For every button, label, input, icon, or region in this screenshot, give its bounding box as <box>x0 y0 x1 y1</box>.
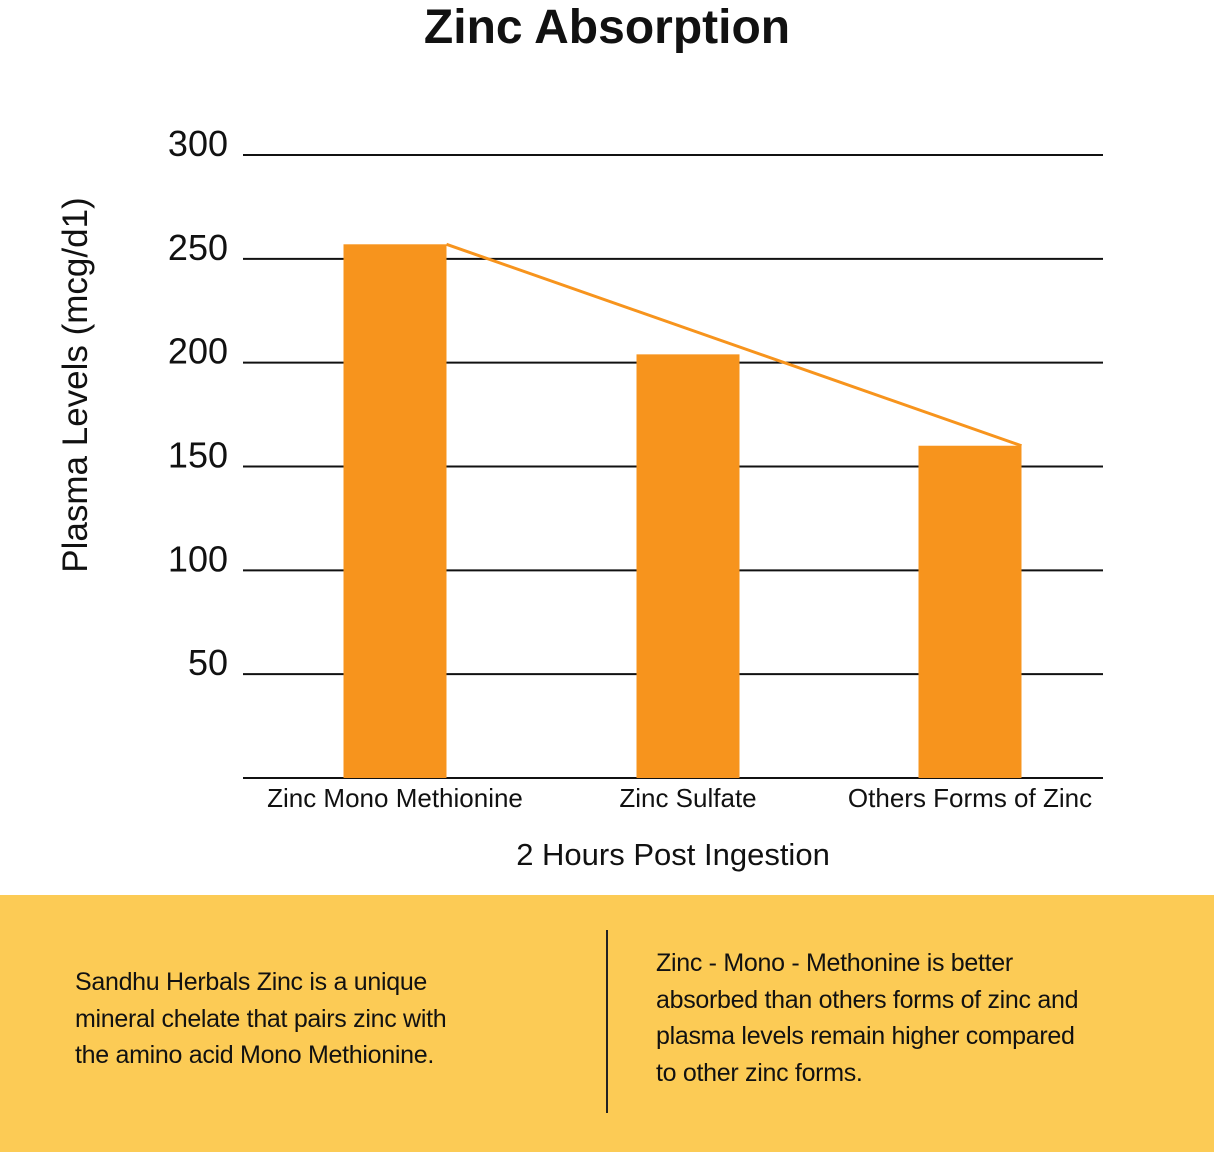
text-line: the amino acid Mono Methionine. <box>75 1041 434 1069</box>
y-tick-label: 250 <box>168 227 228 268</box>
bar <box>636 354 740 778</box>
bar <box>918 445 1022 778</box>
zinc-absorption-chart: Zinc Absorption Plasma Levels (mcg/d1) 2… <box>56 1 1103 872</box>
x-tick-label: Zinc Sulfate <box>619 783 756 813</box>
text-line: plasma levels remain higher compared <box>656 1022 1075 1050</box>
description-right: Zinc - Mono - Methonine is better absorbe… <box>656 945 1078 1091</box>
x-axis-label: 2 Hours Post Ingestion <box>516 837 830 872</box>
text-line: Sandhu Herbals Zinc is a unique <box>75 968 428 996</box>
y-axis-label: Plasma Levels (mcg/d1) <box>56 197 95 572</box>
x-tick-label: Zinc Mono Methionine <box>267 783 523 813</box>
y-tick-label: 50 <box>188 642 228 683</box>
panel-divider <box>606 930 608 1113</box>
text-line: mineral chelate that pairs zinc with <box>75 1004 447 1033</box>
y-tick-label: 300 <box>168 123 228 164</box>
text-line: to other zinc forms. <box>656 1058 863 1087</box>
y-tick-label: 150 <box>168 435 228 476</box>
x-tick-label: Others Forms of Zinc <box>848 783 1092 813</box>
y-tick-label: 100 <box>168 538 228 579</box>
chart-title: Zinc Absorption <box>424 1 790 54</box>
trend-line <box>446 242 1022 448</box>
y-tick-label: 200 <box>168 331 228 372</box>
info-panel: Sandhu Herbals Zinc is a unique mineral c… <box>0 895 1214 1152</box>
text-line: absorbed than others forms of zinc and <box>656 985 1079 1014</box>
description-left: Sandhu Herbals Zinc is a unique mineral c… <box>75 964 447 1074</box>
bar <box>343 244 447 779</box>
text-line: Zinc - Mono - Methonine is better <box>656 949 1013 977</box>
